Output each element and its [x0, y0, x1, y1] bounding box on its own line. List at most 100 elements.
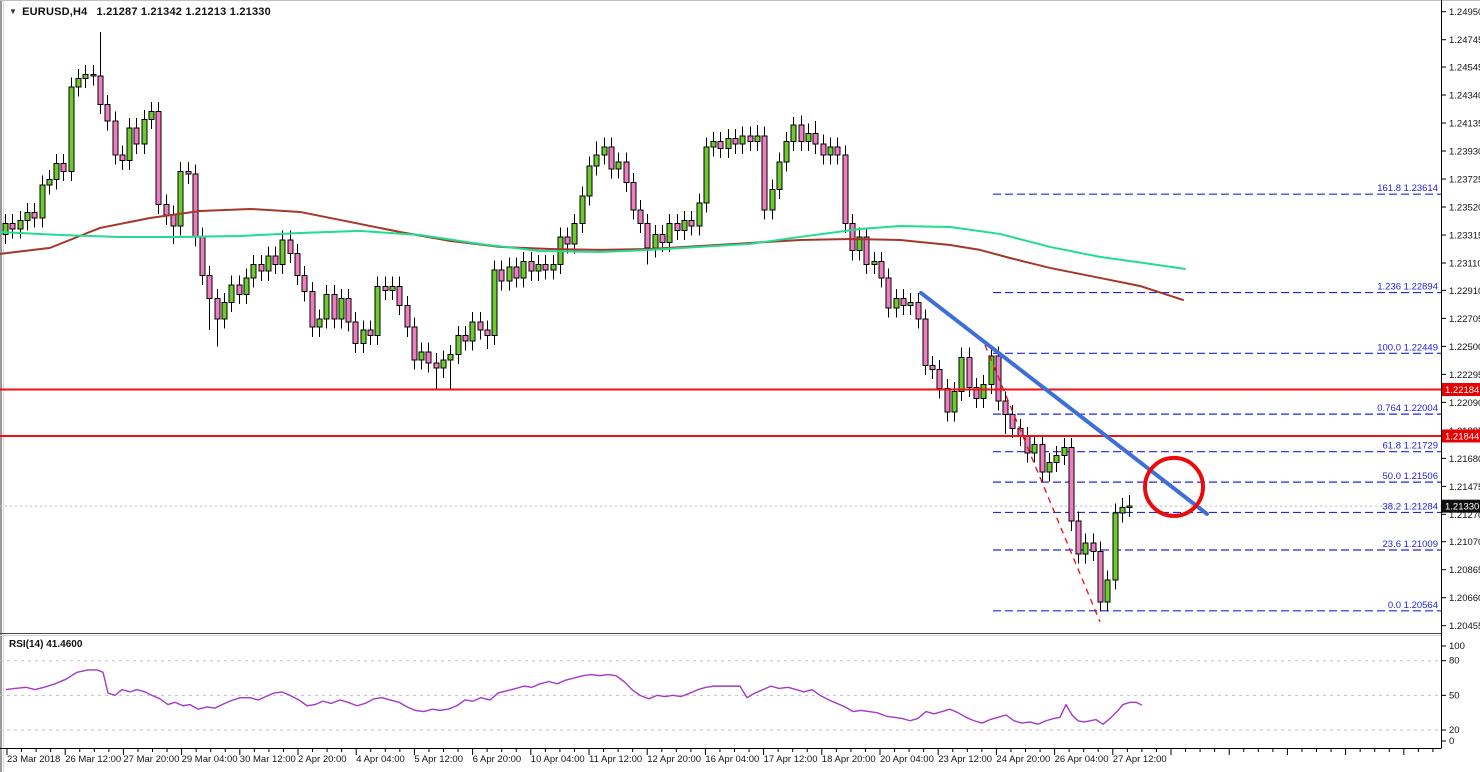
price-axis[interactable]	[1441, 11, 1446, 627]
candle-body	[827, 146, 834, 156]
candle-body	[119, 154, 126, 162]
date-axis[interactable]	[6, 749, 1434, 755]
candle-body	[571, 222, 578, 245]
candle-body	[849, 222, 856, 252]
moving-average-green[interactable]	[0, 225, 1186, 270]
date-axis-label: 2 Apr 20:00	[298, 754, 347, 765]
candle-body	[812, 132, 819, 145]
candle-body	[163, 203, 170, 216]
circle-annotation[interactable]	[1143, 455, 1205, 518]
window-top-edge	[0, 0, 1480, 1]
candle-body	[126, 127, 133, 162]
price-axis-label: 1.20455	[1449, 621, 1480, 632]
window-left-edge-highlight	[3, 0, 4, 772]
candle-body	[696, 202, 703, 227]
price-axis-label: 1.24340	[1449, 91, 1480, 102]
candle-body	[31, 211, 38, 219]
sr-price-box-label: 1.22184	[1445, 385, 1479, 396]
candle-body	[717, 140, 724, 149]
candle-body	[1112, 512, 1119, 581]
candle-body	[615, 161, 622, 170]
price-axis-label: 1.21070	[1449, 537, 1480, 548]
candle-body	[82, 74, 89, 80]
candle-body	[1068, 446, 1075, 522]
price-axis-label: 1.22090	[1449, 398, 1480, 409]
candle-body	[630, 181, 637, 211]
candle-body	[192, 173, 199, 238]
candle-body	[112, 120, 119, 156]
price-axis-label: 1.21475	[1449, 482, 1480, 493]
fib-level-label: 38.2 1.21284	[1383, 501, 1438, 512]
price-axis-label: 1.23725	[1449, 175, 1480, 186]
chart-dropdown-icon[interactable]: ▼	[9, 7, 18, 16]
sr-price-box-label: 1.21844	[1445, 431, 1479, 442]
candle-body	[389, 285, 396, 291]
candle-body	[214, 298, 221, 320]
price-axis-label: 1.24545	[1449, 63, 1480, 74]
red-dashed-trendline[interactable]	[984, 344, 1101, 623]
blue-trendline[interactable]	[919, 290, 1209, 516]
fib-level-label: 1.236 1.22894	[1377, 282, 1438, 293]
fibonacci-retracement[interactable]	[993, 193, 1441, 612]
candle-body	[1097, 550, 1104, 603]
candle-body	[1046, 461, 1053, 473]
price-axis-label: 1.24745	[1449, 35, 1480, 46]
candle-body	[732, 138, 739, 145]
candle-body	[798, 124, 805, 142]
candle-body	[593, 154, 600, 167]
fib-level-label: 0.764 1.22004	[1377, 403, 1438, 414]
candle-body	[177, 171, 184, 227]
price-axis-label: 1.20660	[1449, 593, 1480, 604]
candle-body	[272, 255, 279, 265]
candle-body	[97, 75, 104, 106]
candles-layer	[2, 32, 1133, 612]
candle-body	[579, 195, 586, 224]
rsi-axis-label: 20	[1449, 725, 1460, 736]
date-axis-label: 17 Apr 12:00	[764, 754, 818, 765]
date-axis-label: 5 Apr 12:00	[414, 754, 463, 765]
candle-body	[790, 124, 797, 142]
candle-body	[506, 266, 513, 282]
date-axis-label: 26 Apr 04:00	[1055, 754, 1109, 765]
current-price-box	[1442, 499, 1480, 513]
candle-body	[915, 302, 922, 320]
candle-body	[528, 261, 535, 272]
candle-body	[1126, 505, 1133, 509]
candle-body	[477, 321, 484, 331]
candle-body	[498, 269, 505, 282]
candle-body	[761, 135, 768, 211]
date-axis-label: 4 Apr 04:00	[356, 754, 405, 765]
candle-body	[958, 356, 965, 392]
candle-body	[17, 220, 24, 230]
candle-body	[871, 261, 878, 265]
candle-body	[367, 329, 374, 336]
candle-body	[68, 86, 75, 173]
candle-body	[922, 318, 929, 366]
candle-body	[754, 135, 761, 142]
fib-level-label: 100.0 1.22449	[1377, 342, 1438, 353]
rsi-axis-label: 50	[1449, 690, 1460, 701]
price-axis-label: 1.21270	[1449, 510, 1480, 521]
candle-body	[491, 269, 498, 336]
candle-body	[243, 277, 250, 295]
rsi-indicator-label: RSI(14) 41.4600	[9, 639, 83, 650]
price-axis-label: 1.22910	[1449, 286, 1480, 297]
price-axis-label: 1.24950	[1449, 7, 1480, 18]
rsi-axis-label: 0	[1449, 736, 1454, 747]
candle-body	[805, 132, 812, 142]
price-axis-label: 1.22295	[1449, 370, 1480, 381]
price-axis-label: 1.22500	[1449, 342, 1480, 353]
rsi-line[interactable]	[5, 669, 1143, 725]
candle-body	[46, 179, 53, 186]
candle-body	[155, 110, 162, 205]
candle-body	[980, 384, 987, 399]
price-axis-label: 1.23520	[1449, 203, 1480, 214]
date-axis-label: 23 Apr 12:00	[938, 754, 992, 765]
candle-body	[396, 285, 403, 306]
candle-body	[228, 284, 235, 304]
rsi-axis-label: 100	[1449, 641, 1465, 652]
date-axis-label: 30 Mar 12:00	[240, 754, 296, 765]
candle-body	[455, 334, 462, 356]
moving-average-red[interactable]	[0, 207, 1184, 301]
